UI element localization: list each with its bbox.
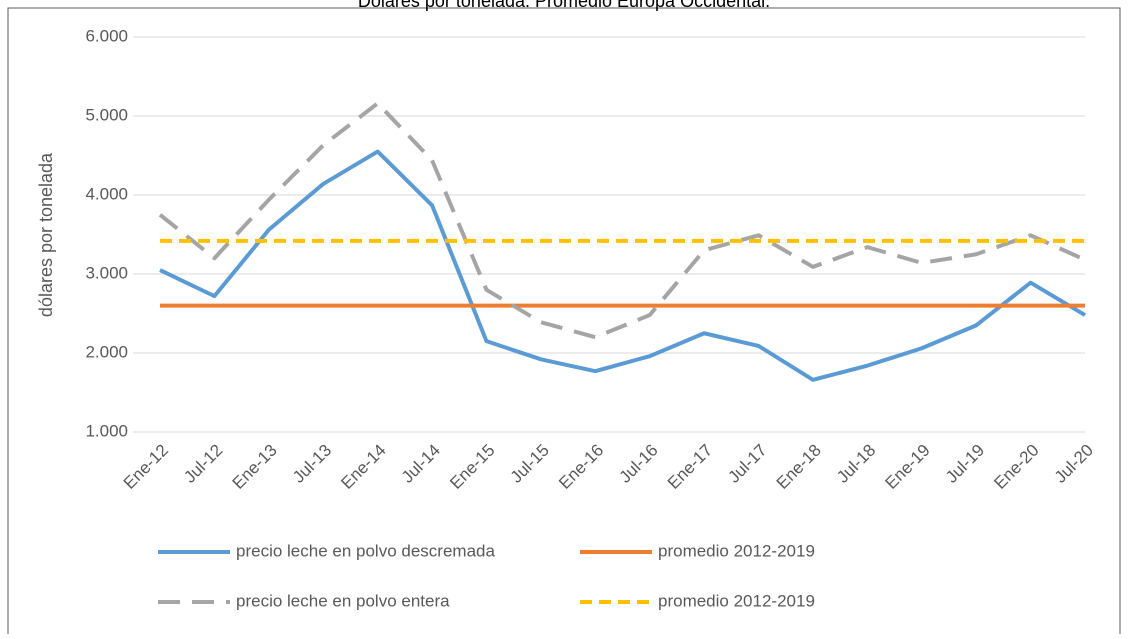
series-line xyxy=(159,149,1087,382)
y-axis-label: dólares por tonelada xyxy=(36,152,56,317)
legend-label: precio leche en polvo entera xyxy=(236,591,450,610)
x-tick-label: Jul-12 xyxy=(180,441,226,487)
series-line xyxy=(158,101,1086,340)
x-tick-label: Jul-18 xyxy=(833,441,879,487)
legend-label: precio leche en polvo descremada xyxy=(236,541,495,560)
y-tick-label: 1.000 xyxy=(85,421,128,440)
x-tick-label: Jul-16 xyxy=(616,441,662,487)
x-tick-label: Jul-14 xyxy=(398,441,444,487)
x-tick-label: Ene-15 xyxy=(446,441,498,493)
x-tick-label: Ene-14 xyxy=(337,441,389,493)
x-tick-label: Ene-12 xyxy=(120,441,172,493)
y-tick-label: 3.000 xyxy=(85,263,128,282)
chart-title: Dólares por tonelada. Promedio Europa Oc… xyxy=(358,0,770,11)
x-tick-label: Jul-17 xyxy=(724,441,770,487)
x-tick-label: Ene-16 xyxy=(555,441,607,493)
x-tick-label: Jul-19 xyxy=(942,441,988,487)
legend-label: promedio 2012-2019 xyxy=(658,591,815,610)
x-tick-label: Ene-13 xyxy=(229,441,281,493)
x-tick-label: Ene-18 xyxy=(773,441,825,493)
chart-frame xyxy=(7,7,1121,634)
legend-label: promedio 2012-2019 xyxy=(658,541,815,560)
y-tick-label: 6.000 xyxy=(85,26,128,45)
x-tick-label: Ene-19 xyxy=(882,441,934,493)
x-tick-label: Jul-20 xyxy=(1051,441,1097,487)
x-tick-label: Jul-15 xyxy=(507,441,553,487)
x-tick-label: Ene-17 xyxy=(664,441,716,493)
y-tick-label: 2.000 xyxy=(85,342,128,361)
x-tick-label: Jul-13 xyxy=(289,441,335,487)
y-tick-label: 5.000 xyxy=(85,105,128,124)
x-tick-label: Ene-20 xyxy=(990,441,1042,493)
y-tick-label: 4.000 xyxy=(85,184,128,203)
